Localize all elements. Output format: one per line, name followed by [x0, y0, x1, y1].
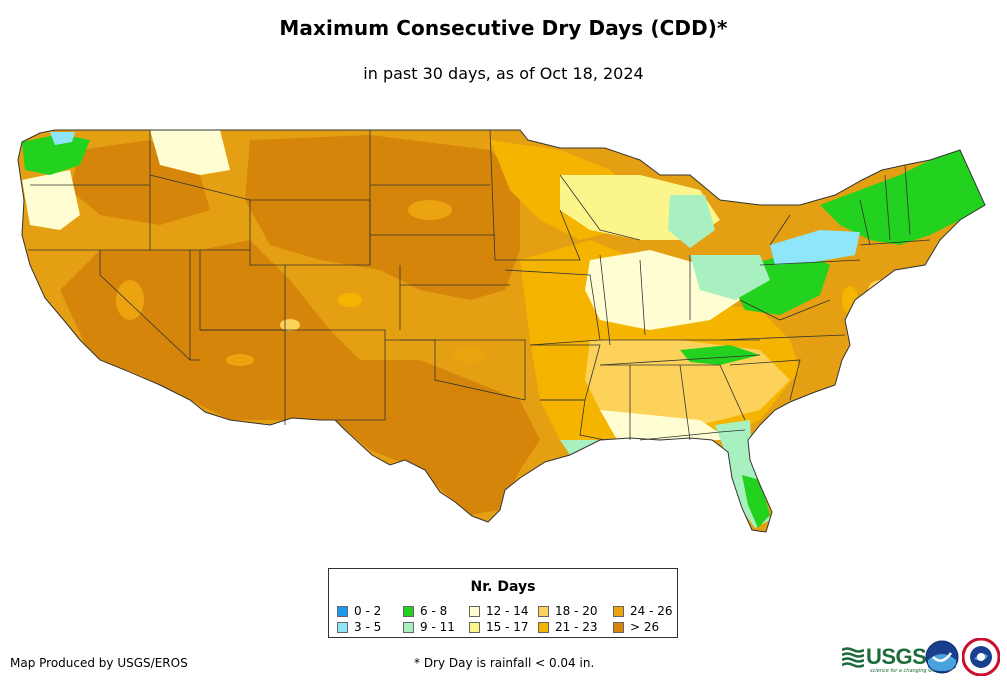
map-title: Maximum Consecutive Dry Days (CDD)* — [279, 16, 728, 40]
map-subtitle: in past 30 days, as of Oct 18, 2024 — [363, 64, 644, 83]
region-idaho-light — [150, 130, 230, 175]
legend-label: 15 - 17 — [486, 620, 529, 634]
border-wv-va — [739, 299, 831, 321]
region-new-england-green — [820, 150, 985, 245]
spot-4 — [454, 347, 486, 363]
region-gulf-coast-mint — [560, 440, 640, 455]
legend-swatch — [613, 621, 624, 633]
border-tn-ky — [599, 339, 761, 366]
legend-label: 21 - 23 — [555, 620, 598, 634]
legend-item: 18 - 20 — [538, 604, 598, 618]
legend-swatch — [403, 621, 414, 633]
region-plains-dry — [245, 135, 520, 300]
noaa-logo-icon — [925, 640, 959, 674]
legend-item: 0 - 2 — [337, 604, 381, 618]
legend-item: 6 - 8 — [403, 604, 447, 618]
credit-text: Map Produced by USGS/EROS — [10, 656, 188, 670]
legend-swatch — [337, 605, 348, 617]
region-washington-blue — [50, 132, 75, 145]
legend-swatch — [469, 605, 480, 617]
border-mt-wy — [149, 174, 370, 201]
spot-5 — [408, 200, 452, 220]
legend-label: 6 - 8 — [420, 604, 448, 618]
nws-logo-icon — [962, 638, 1000, 676]
legend-item: 12 - 14 — [469, 604, 529, 618]
legend-item: 21 - 23 — [538, 620, 598, 634]
border-nv-az — [189, 250, 200, 361]
region-mich-mint — [668, 195, 715, 248]
region-gulf-light — [600, 410, 730, 445]
legend: Nr. Days 0 - 2 3 - 5 6 - 8 9 - 11 12 - 14 15 … — [328, 568, 678, 638]
border-fl — [639, 429, 746, 441]
border-wi-mi — [559, 174, 641, 241]
border-co-nm — [285, 329, 386, 421]
legend-item: 15 - 17 — [469, 620, 529, 634]
usgs-logo: USGS — [842, 644, 927, 670]
legend-item: 9 - 11 — [403, 620, 455, 634]
legend-swatch — [337, 621, 348, 633]
legend-swatch — [538, 621, 549, 633]
spot-1 — [280, 319, 300, 331]
border-ia-mo — [504, 269, 601, 346]
border-sc — [729, 359, 801, 401]
legend-swatch — [403, 605, 414, 617]
usgs-wordmark: USGS — [866, 644, 927, 669]
footnote-text: * Dry Day is rainfall < 0.04 in. — [414, 656, 595, 670]
region-southwest-dry — [60, 240, 540, 515]
legend-label: 9 - 11 — [420, 620, 455, 634]
legend-swatch — [538, 605, 549, 617]
legend-item: 24 - 26 — [613, 604, 673, 618]
legend-title: Nr. Days — [470, 579, 536, 595]
border-ok-tx — [385, 339, 526, 401]
legend-label: 0 - 2 — [354, 604, 382, 618]
border-il-in-oh — [599, 254, 691, 346]
region-pacific-light — [22, 170, 80, 230]
legend-label: 24 - 26 — [630, 604, 673, 618]
border-pa-ny — [759, 214, 861, 266]
region-tenn-green — [680, 345, 760, 365]
legend-swatch — [613, 605, 624, 617]
spot-6 — [116, 280, 144, 320]
legend-item: > 26 — [613, 620, 659, 634]
border-ga — [680, 364, 746, 421]
border-la — [540, 399, 606, 441]
region-se-light — [585, 340, 790, 425]
legend-label: 12 - 14 — [486, 604, 529, 618]
us-outline — [17, 129, 986, 533]
region-ohio-valley-mint — [690, 255, 770, 300]
region-ny-blue — [770, 230, 860, 265]
legend-item: 3 - 5 — [337, 620, 381, 634]
border-new-england — [859, 164, 931, 246]
region-florida-green — [742, 475, 770, 528]
border-dakotas — [369, 130, 495, 265]
usgs-tagline: science for a changing world — [870, 668, 942, 674]
border-va-nc — [719, 334, 846, 341]
legend-label: > 26 — [630, 620, 660, 634]
state-boundaries — [17, 129, 986, 533]
region-washington-green — [22, 134, 90, 175]
legend-label: 18 - 20 — [555, 604, 598, 618]
legend-label: 3 - 5 — [354, 620, 382, 634]
border-ca-nv — [99, 250, 191, 361]
spot-3 — [226, 354, 254, 366]
spot-7 — [868, 280, 892, 300]
usgs-wave-icon — [842, 646, 864, 668]
cdd-map — [17, 129, 986, 533]
border-ks-ok — [400, 339, 526, 400]
legend-swatch — [469, 621, 480, 633]
border-mn — [489, 129, 581, 261]
spot-2 — [338, 293, 362, 307]
